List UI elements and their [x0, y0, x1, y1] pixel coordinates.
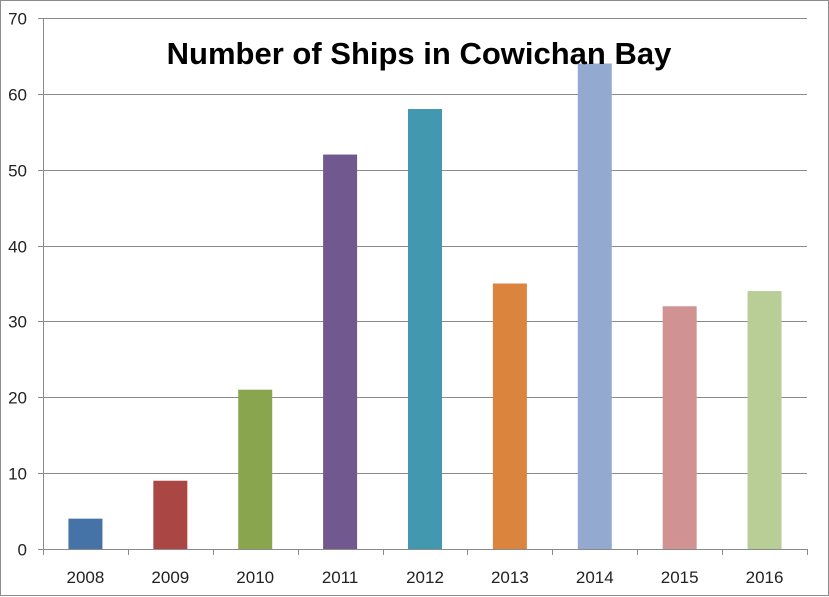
y-tick-label: 20 [8, 389, 27, 408]
x-tick-label: 2009 [151, 568, 189, 587]
y-tick-label: 0 [18, 541, 27, 560]
bar-2010 [238, 389, 273, 549]
bar-2008 [68, 518, 103, 549]
y-tick-label: 40 [8, 238, 27, 257]
x-tick-label: 2012 [406, 568, 444, 587]
bar-2015 [662, 306, 697, 549]
bar-2013 [492, 283, 527, 549]
axes [38, 18, 808, 555]
chart-title: Number of Ships in Cowichan Bay [167, 36, 672, 71]
y-tick-label: 60 [8, 86, 27, 105]
y-tick-label: 50 [8, 162, 27, 181]
bars [68, 63, 782, 550]
y-tick-label: 10 [8, 465, 27, 484]
x-tick-label: 2010 [236, 568, 274, 587]
x-tick-label: 2011 [322, 568, 359, 587]
y-tick-labels: 0 10 20 30 40 50 60 70 [8, 10, 27, 560]
x-tick-label: 2014 [576, 568, 614, 587]
y-tick-label: 70 [8, 10, 27, 29]
bar-2012 [408, 109, 442, 550]
x-tick-labels: 2008 2009 2010 2011 2012 2013 2014 2015 2016 [67, 568, 784, 587]
bar-2014 [577, 63, 612, 550]
bar-2011 [323, 154, 358, 550]
x-tick-label: 2015 [661, 568, 699, 587]
x-tick-label: 2008 [67, 568, 105, 587]
bar-2016 [747, 291, 782, 549]
y-tick-label: 30 [8, 313, 27, 332]
x-tick-label: 2013 [491, 568, 529, 587]
x-tick-label: 2016 [746, 568, 784, 587]
bar-2009 [153, 480, 188, 549]
